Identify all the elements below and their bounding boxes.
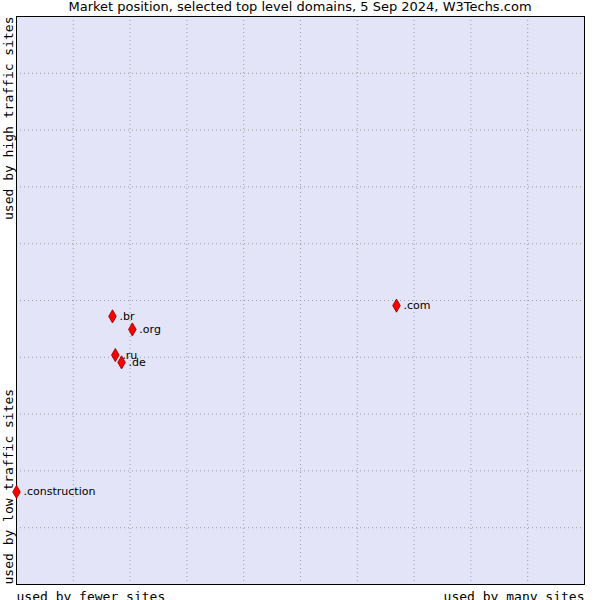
svg-text:.br: .br bbox=[119, 310, 134, 323]
svg-text:used by many sites: used by many sites bbox=[444, 589, 585, 600]
svg-text:used by high traffic sites: used by high traffic sites bbox=[1, 17, 16, 221]
html-text:Market position, selected top: Market position, selected top level doma… bbox=[68, 0, 532, 14]
svg-text:.construction: .construction bbox=[24, 485, 96, 498]
svg-text:.de: .de bbox=[129, 356, 146, 369]
svg-text:used by low traffic sites: used by low traffic sites bbox=[1, 389, 16, 585]
svg-text:.com: .com bbox=[403, 299, 430, 312]
svg-text:used by fewer sites: used by fewer sites bbox=[17, 589, 166, 600]
svg-text:.org: .org bbox=[139, 323, 161, 336]
